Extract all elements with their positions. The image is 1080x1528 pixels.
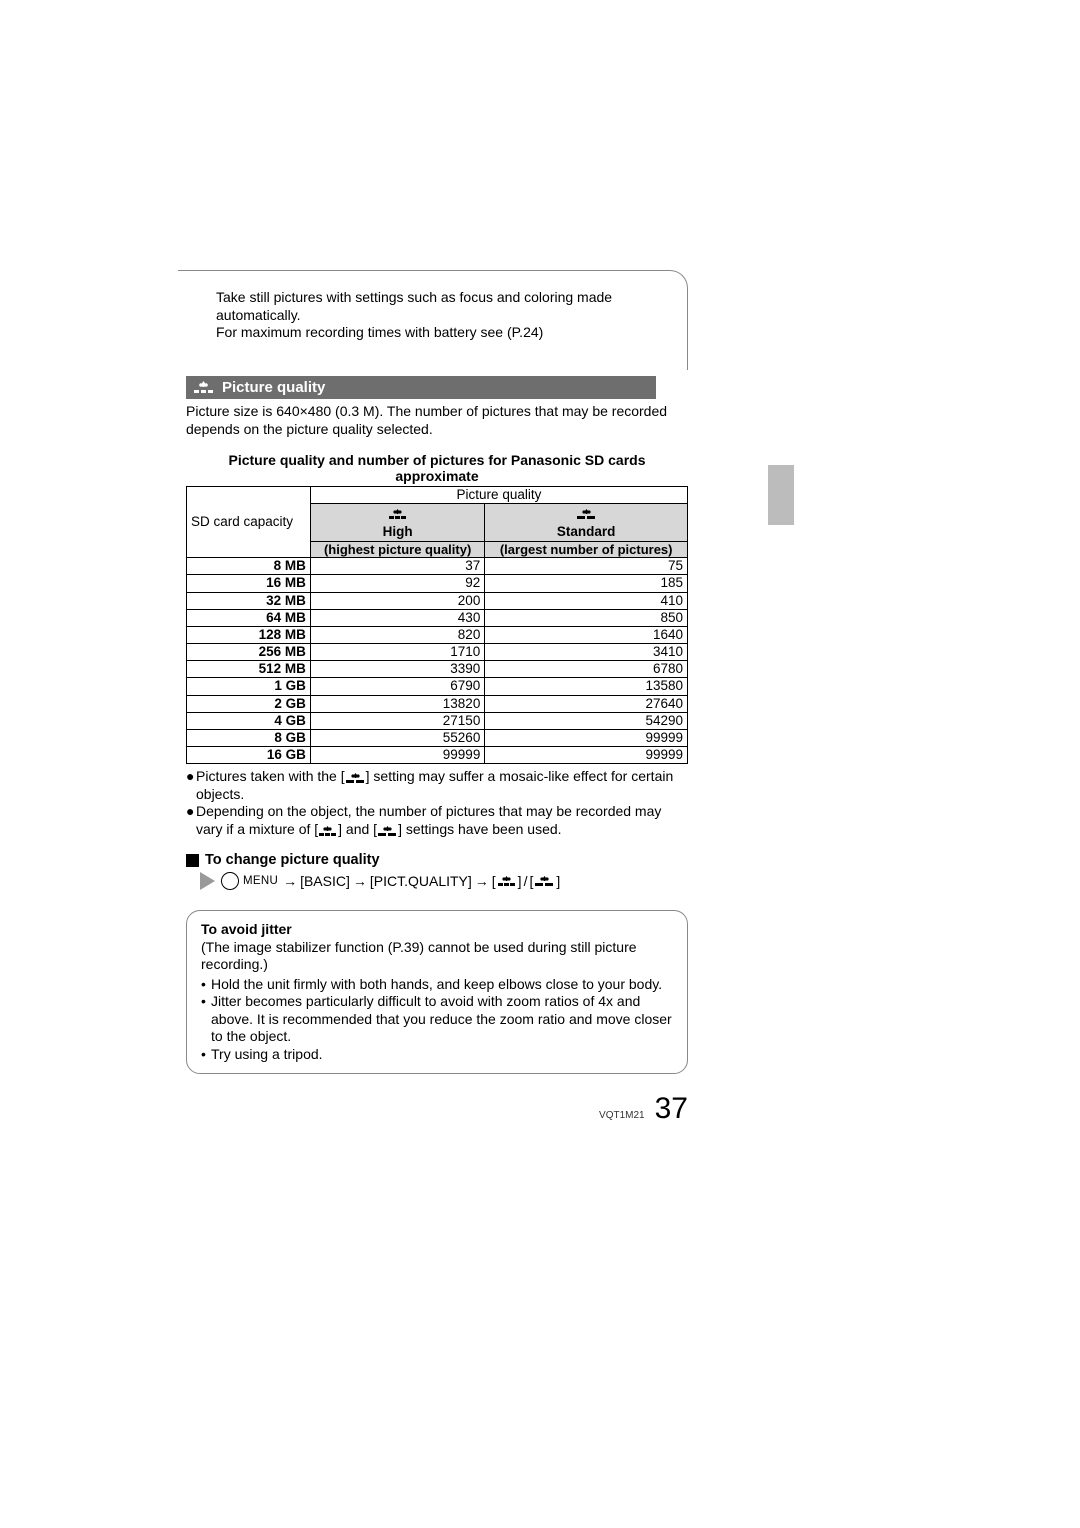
bullet-dot: • bbox=[201, 1046, 211, 1064]
std-cell: 27640 bbox=[485, 695, 688, 712]
capacity-table: SD card capacity Picture quality High St… bbox=[186, 486, 688, 764]
page-footer: VQT1M21 37 bbox=[186, 1092, 688, 1126]
capacity-cell: 16 GB bbox=[187, 747, 311, 764]
table-row: 256 MB17103410 bbox=[187, 644, 688, 661]
col-std-icon-cell: Standard bbox=[485, 504, 688, 541]
table-row: 32 MB200410 bbox=[187, 592, 688, 609]
table-row: 512 MB33906780 bbox=[187, 661, 688, 678]
square-bullet-icon bbox=[186, 854, 199, 867]
standard-quality-icon bbox=[346, 773, 365, 783]
high-cell: 430 bbox=[310, 609, 484, 626]
doc-code: VQT1M21 bbox=[599, 1110, 645, 1121]
capacity-cell: 512 MB bbox=[187, 661, 311, 678]
std-cell: 13580 bbox=[485, 678, 688, 695]
capacity-cell: 2 GB bbox=[187, 695, 311, 712]
menu-path: MENU → [BASIC] → [PICT.QUALITY] → [] / [… bbox=[200, 872, 736, 890]
table-row: 2 GB1382027640 bbox=[187, 695, 688, 712]
std-cell: 99999 bbox=[485, 747, 688, 764]
intro-box: Take still pictures with settings such a… bbox=[178, 270, 688, 370]
col-high-icon-cell: High bbox=[310, 504, 484, 541]
superheader: Picture quality bbox=[310, 487, 687, 504]
bullet-dot: • bbox=[201, 976, 211, 994]
bullet-dot: ● bbox=[186, 803, 196, 838]
jitter-title: To avoid jitter bbox=[201, 921, 673, 939]
corner-label: SD card capacity bbox=[187, 487, 311, 558]
capacity-cell: 16 MB bbox=[187, 575, 311, 592]
col-std-sub: (largest number of pictures) bbox=[485, 541, 688, 558]
jitter-bullet-2: Jitter becomes particularly difficult to… bbox=[211, 993, 673, 1046]
table-row: 128 MB8201640 bbox=[187, 626, 688, 643]
menu-label: MENU bbox=[243, 875, 278, 887]
table-title: Picture quality and number of pictures f… bbox=[186, 452, 688, 484]
table-row: 8 MB3775 bbox=[187, 558, 688, 575]
high-quality-icon bbox=[194, 381, 214, 394]
high-cell: 55260 bbox=[310, 730, 484, 747]
table-row: 4 GB2715054290 bbox=[187, 712, 688, 729]
right-arrow-icon bbox=[200, 872, 215, 890]
table-row: 1 GB679013580 bbox=[187, 678, 688, 695]
high-cell: 200 bbox=[310, 592, 484, 609]
capacity-cell: 4 GB bbox=[187, 712, 311, 729]
high-cell: 13820 bbox=[310, 695, 484, 712]
high-quality-icon bbox=[319, 826, 337, 836]
high-cell: 6790 bbox=[310, 678, 484, 695]
std-cell: 850 bbox=[485, 609, 688, 626]
std-cell: 185 bbox=[485, 575, 688, 592]
high-cell: 1710 bbox=[310, 644, 484, 661]
capacity-cell: 32 MB bbox=[187, 592, 311, 609]
std-cell: 410 bbox=[485, 592, 688, 609]
std-cell: 54290 bbox=[485, 712, 688, 729]
high-cell: 37 bbox=[310, 558, 484, 575]
section-title: Picture quality bbox=[222, 379, 325, 396]
note-2: Depending on the object, the number of p… bbox=[196, 803, 688, 838]
std-cell: 6780 bbox=[485, 661, 688, 678]
section-bar-picture-quality: Picture quality bbox=[186, 376, 656, 399]
capacity-cell: 128 MB bbox=[187, 626, 311, 643]
high-cell: 92 bbox=[310, 575, 484, 592]
intro-line-2: For maximum recording times with battery… bbox=[216, 324, 667, 342]
page-number: 37 bbox=[655, 1092, 688, 1126]
side-tab bbox=[768, 465, 794, 525]
capacity-cell: 8 GB bbox=[187, 730, 311, 747]
std-cell: 75 bbox=[485, 558, 688, 575]
col-high-label: High bbox=[383, 524, 413, 539]
high-cell: 820 bbox=[310, 626, 484, 643]
high-cell: 27150 bbox=[310, 712, 484, 729]
col-high-sub: (highest picture quality) bbox=[310, 541, 484, 558]
std-cell: 99999 bbox=[485, 730, 688, 747]
change-quality-heading: To change picture quality bbox=[186, 852, 736, 868]
high-quality-icon bbox=[498, 876, 516, 886]
jitter-bullet-1: Hold the unit firmly with both hands, an… bbox=[211, 976, 673, 994]
table-row: 16 GB9999999999 bbox=[187, 747, 688, 764]
note-1: Pictures taken with the [] setting may s… bbox=[196, 768, 688, 803]
std-cell: 3410 bbox=[485, 644, 688, 661]
jitter-intro: (The image stabilizer function (P.39) ca… bbox=[201, 939, 673, 974]
col-std-label: Standard bbox=[557, 524, 616, 539]
capacity-cell: 256 MB bbox=[187, 644, 311, 661]
bullet-dot: • bbox=[201, 993, 211, 1046]
standard-quality-icon bbox=[378, 826, 397, 836]
picture-size-text: Picture size is 640×480 (0.3 M). The num… bbox=[186, 403, 688, 438]
standard-quality-icon bbox=[577, 509, 596, 520]
jitter-tip-box: To avoid jitter (The image stabilizer fu… bbox=[186, 910, 688, 1074]
intro-line-1: Take still pictures with settings such a… bbox=[216, 289, 667, 324]
capacity-cell: 64 MB bbox=[187, 609, 311, 626]
capacity-cell: 1 GB bbox=[187, 678, 311, 695]
high-quality-icon bbox=[389, 509, 407, 520]
capacity-cell: 8 MB bbox=[187, 558, 311, 575]
table-row: 64 MB430850 bbox=[187, 609, 688, 626]
table-row: 16 MB92185 bbox=[187, 575, 688, 592]
std-cell: 1640 bbox=[485, 626, 688, 643]
high-cell: 99999 bbox=[310, 747, 484, 764]
high-cell: 3390 bbox=[310, 661, 484, 678]
bullet-dot: ● bbox=[186, 768, 196, 803]
menu-button-icon bbox=[221, 872, 239, 890]
standard-quality-icon bbox=[535, 876, 554, 886]
jitter-bullet-3: Try using a tripod. bbox=[211, 1046, 673, 1064]
table-row: 8 GB5526099999 bbox=[187, 730, 688, 747]
notes: ● Pictures taken with the [] setting may… bbox=[186, 768, 688, 838]
